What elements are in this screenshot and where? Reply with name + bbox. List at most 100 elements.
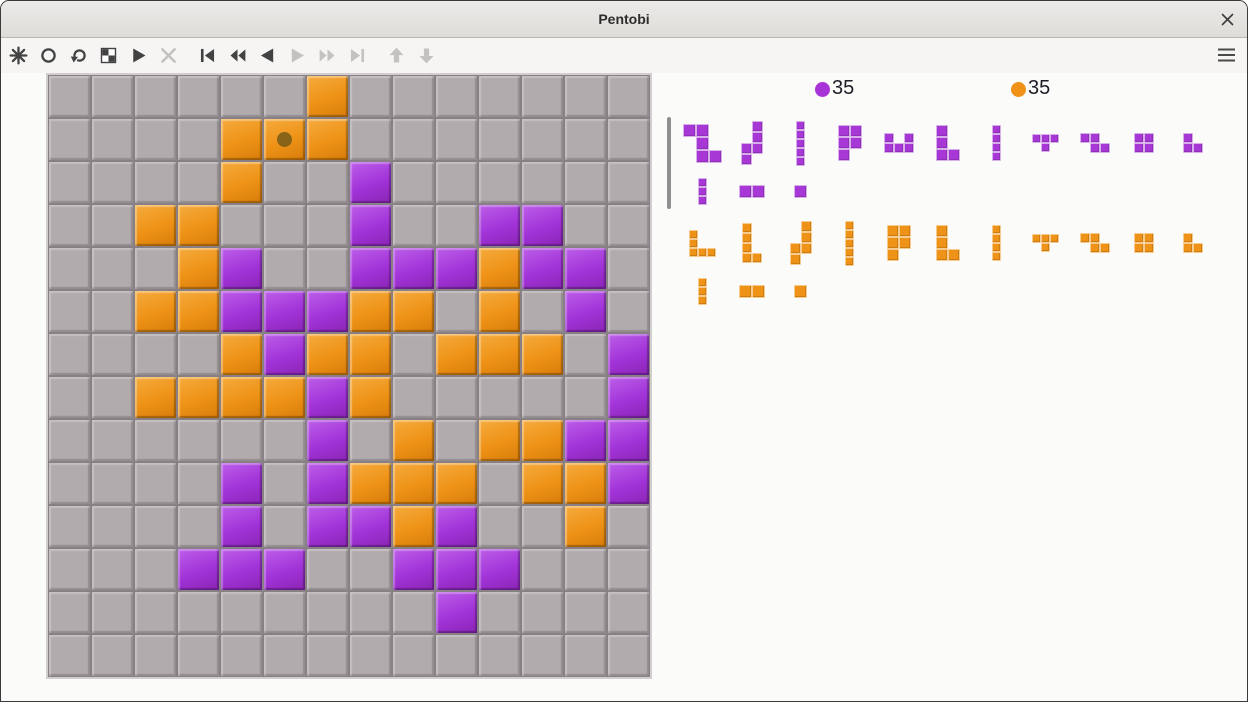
- board-cell[interactable]: [564, 505, 607, 548]
- go-beginning-icon[interactable]: [192, 41, 222, 71]
- board-cell[interactable]: [435, 634, 478, 677]
- board-cell[interactable]: [91, 333, 134, 376]
- board-cell[interactable]: [349, 548, 392, 591]
- board-cell[interactable]: [48, 333, 91, 376]
- board-cell[interactable]: [349, 161, 392, 204]
- board-cell[interactable]: [521, 290, 564, 333]
- board-cell[interactable]: [521, 161, 564, 204]
- board-cell[interactable]: [564, 290, 607, 333]
- board-cell[interactable]: [263, 505, 306, 548]
- board-cell[interactable]: [48, 204, 91, 247]
- board-cell[interactable]: [392, 161, 435, 204]
- board-cell[interactable]: [521, 333, 564, 376]
- board-cell[interactable]: [306, 75, 349, 118]
- board-cell[interactable]: [478, 634, 521, 677]
- orange-piece-T4[interactable]: [1021, 219, 1070, 267]
- board-cell[interactable]: [263, 75, 306, 118]
- board-cell[interactable]: [478, 376, 521, 419]
- purple-piece-I5[interactable]: [776, 119, 825, 167]
- board-cell[interactable]: [177, 419, 220, 462]
- purple-piece-I3[interactable]: [678, 167, 727, 215]
- board-cell[interactable]: [521, 118, 564, 161]
- board-cell[interactable]: [134, 634, 177, 677]
- board-cell[interactable]: [263, 204, 306, 247]
- board-cell[interactable]: [521, 591, 564, 634]
- board-cell[interactable]: [134, 290, 177, 333]
- board-cell[interactable]: [478, 419, 521, 462]
- board-cell[interactable]: [564, 462, 607, 505]
- purple-piece-O4[interactable]: [1119, 119, 1168, 167]
- board-cell[interactable]: [435, 75, 478, 118]
- board-cell[interactable]: [220, 333, 263, 376]
- board-cell[interactable]: [564, 247, 607, 290]
- board-cell[interactable]: [306, 376, 349, 419]
- board-cell[interactable]: [392, 247, 435, 290]
- board-cell[interactable]: [607, 290, 650, 333]
- board-cell[interactable]: [220, 161, 263, 204]
- board-cell[interactable]: [306, 118, 349, 161]
- board-cell[interactable]: [521, 75, 564, 118]
- board-cell[interactable]: [306, 505, 349, 548]
- board-cell[interactable]: [91, 247, 134, 290]
- board-cell[interactable]: [48, 462, 91, 505]
- board-cell[interactable]: [521, 548, 564, 591]
- board-cell[interactable]: [306, 419, 349, 462]
- board-cell[interactable]: [306, 634, 349, 677]
- board-cell[interactable]: [177, 634, 220, 677]
- board-cell[interactable]: [478, 290, 521, 333]
- board-cell[interactable]: [564, 548, 607, 591]
- board-cell[interactable]: [220, 591, 263, 634]
- board-cell[interactable]: [134, 247, 177, 290]
- board-cell[interactable]: [220, 290, 263, 333]
- board-cell[interactable]: [349, 75, 392, 118]
- stop-icon[interactable]: [153, 41, 183, 71]
- play-move-icon[interactable]: [123, 41, 153, 71]
- board-cell[interactable]: [306, 548, 349, 591]
- board-cell[interactable]: [134, 548, 177, 591]
- board-cell[interactable]: [521, 419, 564, 462]
- board-cell[interactable]: [435, 333, 478, 376]
- board-cell[interactable]: [306, 333, 349, 376]
- board-cell[interactable]: [91, 118, 134, 161]
- titlebar[interactable]: Pentobi: [1, 1, 1247, 38]
- board-cell[interactable]: [564, 118, 607, 161]
- board-cell[interactable]: [349, 118, 392, 161]
- orange-piece-O4[interactable]: [1119, 219, 1168, 267]
- back-ten-icon[interactable]: [222, 41, 252, 71]
- board-cell[interactable]: [91, 634, 134, 677]
- board-cell[interactable]: [306, 290, 349, 333]
- board-cell[interactable]: [435, 376, 478, 419]
- board-cell[interactable]: [564, 75, 607, 118]
- board-cell[interactable]: [435, 290, 478, 333]
- board-cell[interactable]: [478, 333, 521, 376]
- board-cell[interactable]: [478, 204, 521, 247]
- board-cell[interactable]: [349, 376, 392, 419]
- board-cell[interactable]: [607, 591, 650, 634]
- board-cell[interactable]: [263, 376, 306, 419]
- board-cell[interactable]: [177, 247, 220, 290]
- game-board[interactable]: [46, 73, 652, 679]
- board-cell[interactable]: [435, 419, 478, 462]
- board-cell[interactable]: [392, 118, 435, 161]
- board-cell[interactable]: [478, 247, 521, 290]
- board-cell[interactable]: [435, 118, 478, 161]
- purple-piece-P1[interactable]: [776, 167, 825, 215]
- board-cell[interactable]: [392, 548, 435, 591]
- board-cell[interactable]: [478, 75, 521, 118]
- board-cell[interactable]: [177, 333, 220, 376]
- orange-piece-I2[interactable]: [727, 267, 776, 315]
- purple-piece-Z4[interactable]: [1070, 119, 1119, 167]
- board-cell[interactable]: [607, 75, 650, 118]
- board-cell[interactable]: [349, 290, 392, 333]
- board-cell[interactable]: [48, 376, 91, 419]
- board-cell[interactable]: [478, 548, 521, 591]
- board-cell[interactable]: [177, 290, 220, 333]
- board-cell[interactable]: [564, 376, 607, 419]
- board-cell[interactable]: [607, 462, 650, 505]
- board-cell[interactable]: [435, 548, 478, 591]
- purple-piece-V3[interactable]: [1168, 119, 1217, 167]
- board-cell[interactable]: [607, 161, 650, 204]
- board-cell[interactable]: [263, 161, 306, 204]
- board-cell[interactable]: [435, 204, 478, 247]
- board-cell[interactable]: [48, 290, 91, 333]
